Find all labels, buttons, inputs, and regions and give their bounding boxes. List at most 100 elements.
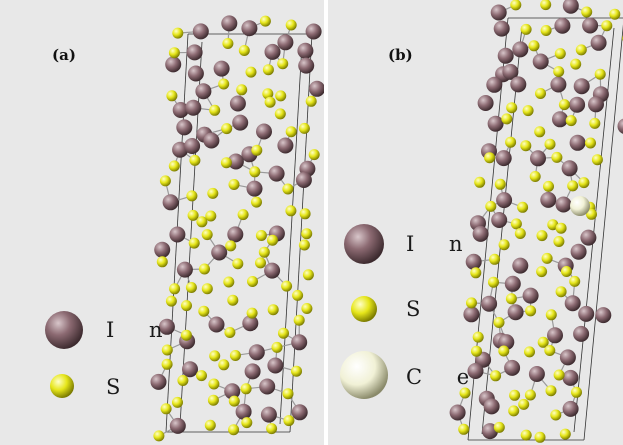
sulfur-atom bbox=[540, 25, 552, 36]
panel-b: (b) I n S C e bbox=[328, 0, 623, 445]
indium-atom bbox=[564, 295, 581, 312]
sulfur-atom bbox=[554, 48, 566, 60]
sulfur-atom bbox=[555, 286, 567, 298]
indium-atom bbox=[569, 96, 586, 113]
sulfur-atom bbox=[553, 236, 565, 247]
sulfur-atom bbox=[188, 237, 200, 249]
indium-atom bbox=[213, 60, 230, 77]
unit-cell-edge bbox=[583, 24, 623, 441]
sulfur-atom bbox=[472, 331, 484, 343]
sulfur-atom bbox=[275, 90, 287, 102]
sulfur-atom bbox=[181, 300, 192, 312]
cerium-legend-ball bbox=[340, 351, 388, 399]
sulfur-atom bbox=[166, 90, 178, 102]
sulfur-atom bbox=[578, 177, 590, 189]
indium-atom bbox=[580, 229, 597, 246]
indium-atom bbox=[504, 275, 521, 292]
sulfur-atom bbox=[185, 282, 197, 293]
legend-label-indium: I n bbox=[406, 232, 477, 256]
sulfur-atom bbox=[601, 20, 613, 32]
indium-atom bbox=[497, 47, 514, 64]
indium-atom bbox=[530, 150, 546, 167]
sulfur-atom bbox=[559, 428, 571, 440]
sulfur-atom bbox=[520, 429, 532, 441]
sulfur-atom bbox=[224, 327, 236, 338]
sulfur-atom bbox=[251, 144, 263, 156]
sulfur-atom bbox=[553, 369, 565, 381]
sulfur-atom bbox=[292, 289, 304, 301]
indium-atom bbox=[176, 119, 193, 136]
sulfur-atom bbox=[196, 216, 208, 228]
sulfur-atom bbox=[218, 78, 230, 90]
sulfur-atom bbox=[509, 389, 521, 401]
sulfur-atom bbox=[534, 126, 546, 138]
legend-balls-b bbox=[340, 224, 388, 399]
indium-atom bbox=[552, 111, 568, 128]
indium-atom bbox=[573, 325, 590, 342]
sulfur-atom bbox=[459, 387, 471, 399]
indium-atom bbox=[158, 318, 175, 335]
indium-atom bbox=[184, 138, 201, 154]
indium-atom bbox=[227, 226, 244, 243]
sulfur-atom bbox=[209, 104, 221, 116]
sulfur-atom bbox=[187, 209, 199, 221]
legend-label-indium: I n bbox=[106, 318, 177, 342]
indium-atom bbox=[504, 359, 521, 376]
indium-atom bbox=[298, 57, 315, 74]
indium-atom bbox=[495, 150, 512, 167]
sulfur-atom bbox=[282, 388, 294, 400]
legend-label-cerium: C e bbox=[406, 365, 484, 389]
sulfur-atom bbox=[534, 431, 546, 443]
sulfur-atom bbox=[510, 0, 522, 11]
sulfur-atom bbox=[585, 137, 596, 149]
sulfur-atom bbox=[223, 276, 235, 288]
sulfur-atom bbox=[277, 58, 289, 70]
sulfur-atom bbox=[561, 266, 572, 277]
indium-atom bbox=[562, 0, 579, 14]
crystal-structure-b bbox=[449, 0, 623, 443]
sulfur-atom bbox=[489, 253, 501, 265]
indium-atom bbox=[559, 349, 576, 366]
indium-atom bbox=[510, 76, 527, 93]
indium-atom bbox=[172, 141, 189, 158]
indium-atom bbox=[562, 400, 579, 417]
indium-atom bbox=[582, 17, 599, 34]
sulfur-atom bbox=[159, 175, 171, 187]
sulfur-atom bbox=[536, 266, 548, 278]
sulfur-atom bbox=[569, 275, 581, 287]
indium-atom bbox=[244, 363, 261, 380]
indium-atom bbox=[617, 118, 623, 134]
sulfur-atom bbox=[168, 160, 180, 172]
sulfur-atom bbox=[229, 350, 241, 361]
sulfur-atom bbox=[207, 394, 219, 406]
sulfur-atom bbox=[522, 105, 534, 117]
sulfur-atom bbox=[199, 263, 210, 275]
sulfur-atom bbox=[246, 307, 258, 319]
sulfur-atom bbox=[581, 6, 593, 18]
sulfur-atom bbox=[508, 405, 520, 417]
indium-atom bbox=[246, 180, 263, 197]
legend-label-sulfur: S bbox=[406, 297, 435, 321]
cerium-atom bbox=[570, 196, 590, 216]
indium-atom bbox=[507, 304, 524, 321]
indium-atom bbox=[224, 383, 241, 400]
indium-atom bbox=[569, 134, 586, 151]
indium-legend-ball bbox=[45, 311, 83, 349]
sulfur-atom bbox=[267, 234, 278, 246]
sulfur-atom bbox=[535, 88, 546, 99]
sulfur-atom bbox=[208, 378, 220, 390]
sulfur-atom bbox=[505, 136, 517, 148]
sulfur-atom bbox=[285, 126, 297, 138]
indium-atom bbox=[547, 327, 563, 344]
sulfur-atom bbox=[209, 350, 221, 362]
sulfur-atom bbox=[220, 157, 232, 169]
sulfur-atom bbox=[180, 329, 192, 341]
sulfur-atom bbox=[555, 222, 567, 234]
indium-atom bbox=[483, 398, 500, 415]
sulfur-atom bbox=[156, 256, 168, 268]
panel-a: (a) I n S bbox=[0, 0, 324, 445]
indium-atom bbox=[260, 406, 277, 423]
indium-atom bbox=[221, 15, 238, 32]
indium-atom bbox=[477, 95, 494, 111]
